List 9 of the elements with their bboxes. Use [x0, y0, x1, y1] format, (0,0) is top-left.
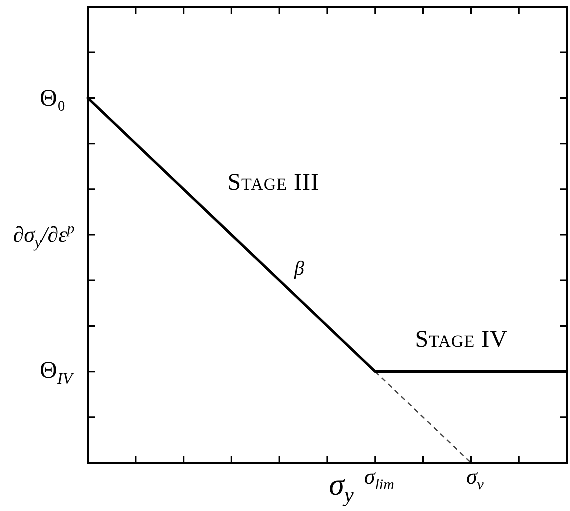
x-tick-label: σ$_{lim}$ — [364, 464, 394, 494]
annotation: Stage III — [228, 170, 320, 196]
text: Θ$_{IV}$ — [40, 358, 73, 388]
annotation: Stage IV — [415, 327, 508, 354]
x-tick-label: σ$_{v}$ — [466, 464, 484, 494]
y-axis-title: ∂σ$_{y}$/∂ε$^{p}$ — [13, 222, 75, 252]
x-axis-title: σ$_{y}$ — [329, 467, 354, 508]
annotation: β — [294, 258, 305, 280]
text: Θ₀ — [40, 86, 66, 112]
